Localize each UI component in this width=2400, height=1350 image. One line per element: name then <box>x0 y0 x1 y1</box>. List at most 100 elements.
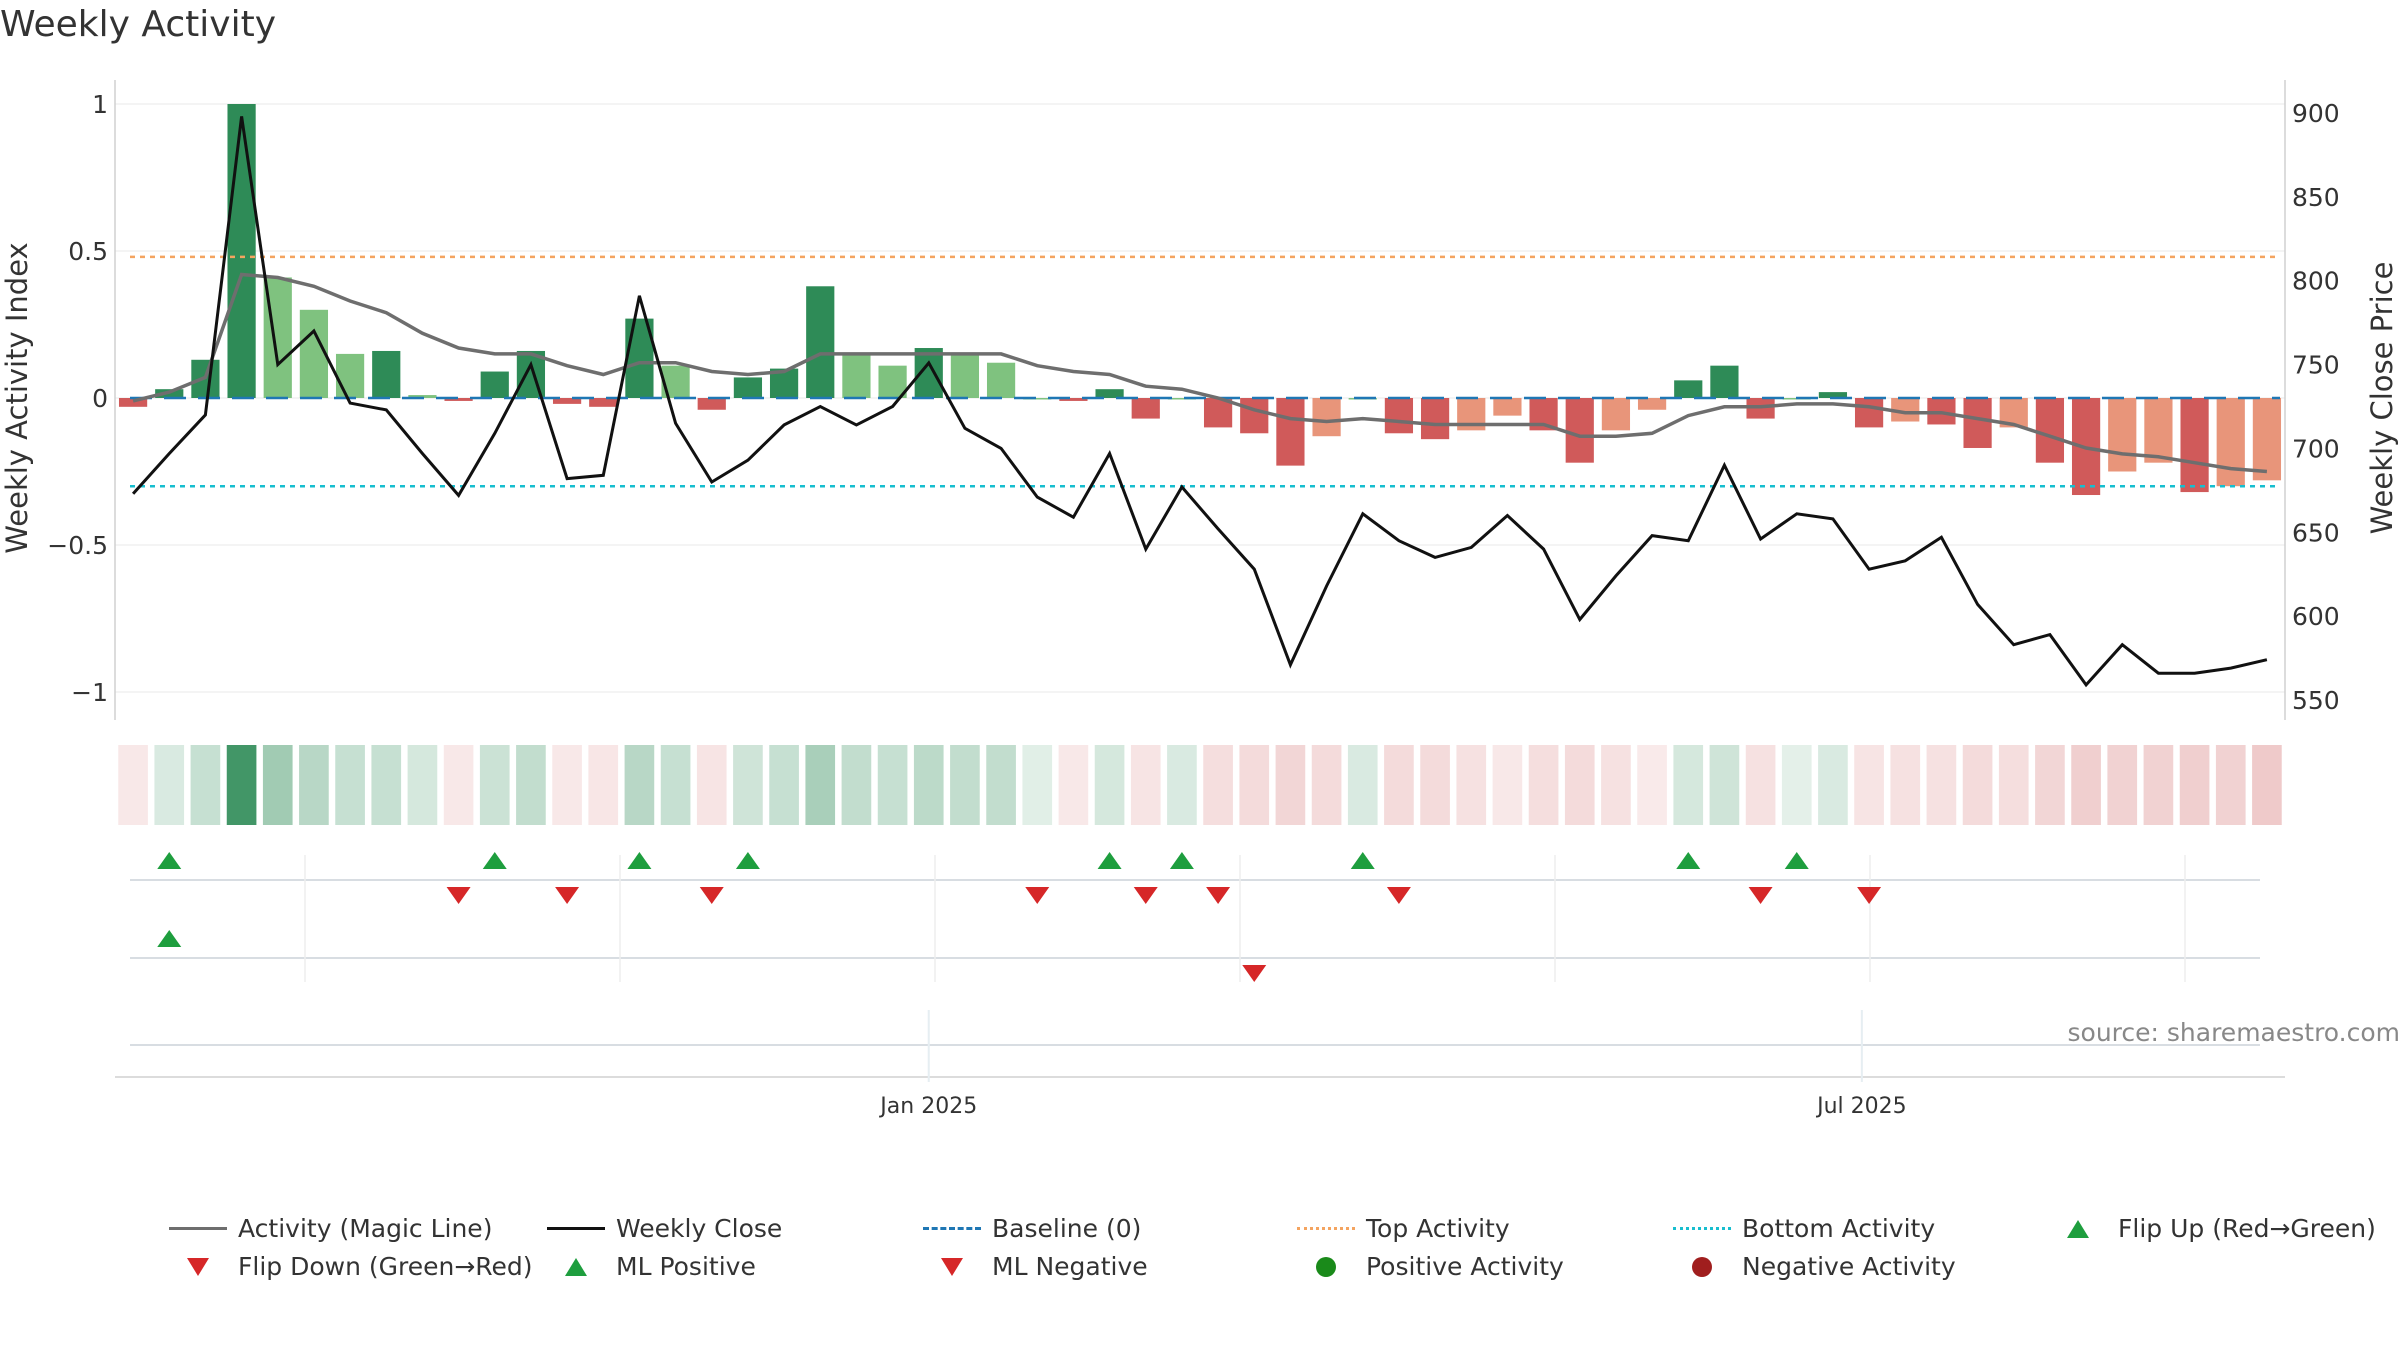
legend-item-baseline: Baseline (0) <box>920 1214 1141 1243</box>
intensity-cell <box>516 745 546 825</box>
circle-green-icon <box>1294 1253 1358 1281</box>
legend-item-negative-activity: Negative Activity <box>1670 1252 1956 1281</box>
flip-up-marker <box>482 852 507 869</box>
triangle-down-icon <box>166 1253 230 1281</box>
activity-bar <box>842 353 871 398</box>
activity-bar <box>118 398 148 407</box>
intensity-cell <box>118 745 148 825</box>
activity-bar <box>733 377 763 398</box>
activity-bar <box>335 353 365 398</box>
activity-bar <box>1637 398 1667 410</box>
intensity-cell <box>805 745 836 825</box>
intensity-cell <box>1673 745 1704 825</box>
legend-item-magic-line: Activity (Magic Line) <box>166 1214 492 1243</box>
activity-bar <box>1312 398 1341 437</box>
x-tick-label: Jan 2025 <box>878 1094 977 1119</box>
intensity-cell <box>696 745 727 825</box>
flip-up-marker <box>1784 852 1809 869</box>
intensity-cell <box>1022 745 1053 825</box>
intensity-cell <box>335 745 365 825</box>
activity-bar <box>1276 398 1305 466</box>
activity-bar <box>552 398 582 404</box>
y-tick-label-left: 1 <box>92 90 108 119</box>
ml-negative-marker <box>1242 965 1267 982</box>
activity-bar <box>1710 365 1739 398</box>
intensity-cell <box>624 745 655 825</box>
intensity-cell <box>1601 745 1631 825</box>
intensity-cell <box>1094 745 1125 825</box>
flip-up-marker <box>735 852 760 869</box>
intensity-cell <box>1818 745 1848 825</box>
intensity-cell <box>1311 745 1342 825</box>
magic-line-icon <box>166 1215 230 1243</box>
intensity-cell <box>2252 745 2282 825</box>
intensity-cell <box>1890 745 1921 825</box>
legend-item-flip-up: Flip Up (Red→Green) <box>2046 1214 2376 1243</box>
weekly-close-line-icon <box>544 1215 608 1243</box>
legend-item-top-activity: Top Activity <box>1294 1214 1510 1243</box>
activity-bar <box>1240 398 1269 434</box>
weekly-close-series <box>131 116 2268 688</box>
activity-bar <box>1891 398 1920 422</box>
intensity-cell <box>2215 745 2246 825</box>
activity-bar <box>1167 398 1197 400</box>
legend-item-flip-down: Flip Down (Green→Red) <box>166 1252 533 1281</box>
intensity-cell <box>950 745 980 825</box>
y-tick-label-right: 650 <box>2292 518 2340 547</box>
flip-up-marker <box>1169 852 1194 869</box>
y-axis-title-left: Weekly Activity Index <box>0 242 34 553</box>
activity-bar <box>480 371 509 398</box>
activity-bar <box>1854 398 1884 428</box>
intensity-cell <box>262 745 293 825</box>
activity-bar <box>1131 398 1160 419</box>
intensity-cell <box>2179 745 2210 825</box>
x-tick-label: Jul 2025 <box>1815 1094 1907 1119</box>
intensity-cell <box>769 745 799 825</box>
flip-up-marker <box>1350 852 1375 869</box>
legend-label: Positive Activity <box>1366 1252 1564 1281</box>
flip-down-marker <box>1857 887 1882 904</box>
activity-bar <box>2035 398 2065 463</box>
baseline-dash-icon <box>920 1215 984 1243</box>
top-activity-dotted-icon <box>1294 1215 1358 1243</box>
activity-bar <box>1023 398 1052 400</box>
y-tick-label-left: 0.5 <box>68 237 108 266</box>
intensity-cell <box>1926 745 1957 825</box>
y-tick-label-right: 900 <box>2292 99 2340 128</box>
triangle-up-icon <box>544 1253 608 1281</box>
flip-down-marker <box>1025 887 1050 904</box>
magic-line-series <box>132 272 2268 474</box>
intensity-cell <box>2035 745 2065 825</box>
intensity-cell <box>407 745 438 825</box>
intensity-cell <box>190 745 221 825</box>
intensity-cell <box>1456 745 1487 825</box>
activity-bar <box>2252 398 2282 481</box>
y-axis-title-right: Weekly Close Price <box>2365 262 2399 535</box>
activity-bar <box>2216 398 2245 487</box>
y-tick-label-right: 550 <box>2292 686 2340 715</box>
activity-bar <box>1384 398 1414 434</box>
intensity-cell <box>1528 745 1559 825</box>
triangle-up-icon <box>2046 1215 2110 1243</box>
intensity-cell <box>1962 745 1993 825</box>
intensity-cell <box>1709 745 1740 825</box>
activity-bar <box>227 104 256 398</box>
activity-bar <box>1059 398 1088 401</box>
source-credit: source: sharemaestro.com <box>2067 1018 2400 1047</box>
activity-bar <box>1674 380 1703 398</box>
activity-bar <box>1601 398 1631 431</box>
intensity-cell <box>552 745 582 825</box>
y-tick-label-right: 600 <box>2292 602 2340 631</box>
activity-bar <box>1493 398 1522 416</box>
intensity-cell <box>986 745 1016 825</box>
legend-label: Activity (Magic Line) <box>238 1214 493 1243</box>
y-tick-label-right: 850 <box>2292 183 2340 212</box>
flip-up-marker <box>1676 852 1701 869</box>
intensity-cell <box>1384 745 1414 825</box>
flip-down-marker <box>555 887 580 904</box>
flip-down-marker <box>1748 887 1773 904</box>
intensity-cell <box>2107 745 2138 825</box>
flip-down-marker <box>1206 887 1231 904</box>
y-tick-label-left: 0 <box>92 384 108 413</box>
intensity-cell <box>1854 745 1884 825</box>
